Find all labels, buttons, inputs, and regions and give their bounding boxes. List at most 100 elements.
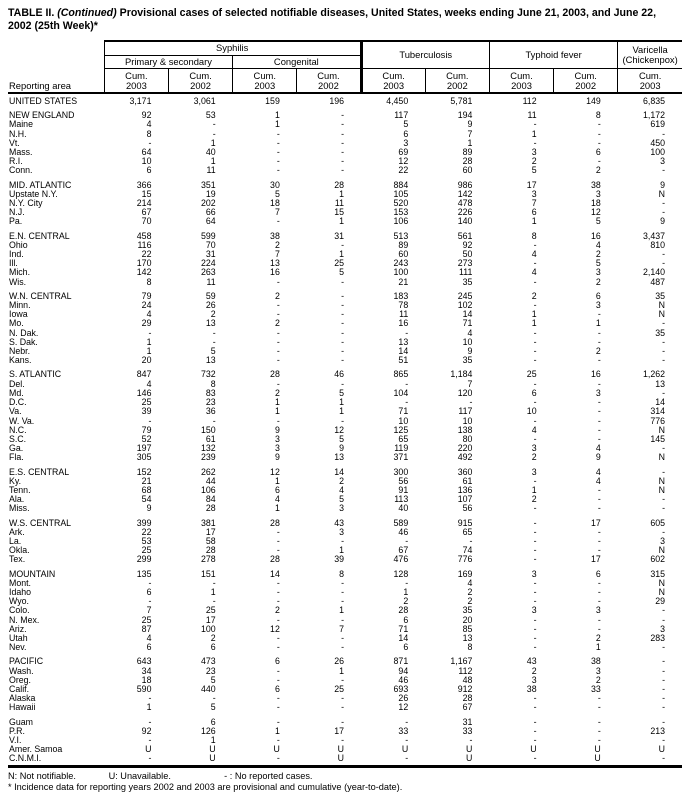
- value-cell: 6: [595, 290, 601, 301]
- value-cell: -: [341, 318, 345, 329]
- value-cell: 92: [141, 725, 152, 736]
- reporting-area-cell: C.N.M.I.: [8, 754, 105, 768]
- value-cell: 4: [595, 466, 601, 477]
- value-cell: -: [148, 327, 152, 338]
- value-cell: 18: [270, 198, 280, 209]
- value-cell: -: [597, 336, 601, 347]
- value-cell: 2: [274, 290, 280, 301]
- value-cell: 912: [457, 683, 473, 694]
- value-cell: 43: [526, 656, 537, 667]
- value-cell: 89: [462, 147, 473, 158]
- reporting-area-cell: Pa.: [9, 216, 23, 227]
- legend-no-reported-cases: - : No reported cases.: [224, 770, 313, 781]
- reporting-area-cell: Calif.: [9, 683, 30, 694]
- reporting-area-cell: Mo.: [9, 318, 24, 329]
- value-cell: 138: [457, 424, 473, 435]
- value-cell: 26: [334, 656, 345, 667]
- value-cell: 17: [205, 614, 216, 625]
- value-cell: 2: [210, 309, 216, 320]
- value-cell: 100: [650, 147, 665, 158]
- value-cell: U: [168, 754, 233, 768]
- value-cell: -: [597, 397, 601, 408]
- value-cell: 23: [205, 397, 216, 408]
- value-cell: 12: [398, 702, 409, 713]
- col-header-syphilis-ps-2003: Cum. 2003: [103, 68, 169, 94]
- table-row: Utah 4 2 - - 14 13 - 2 283: [8, 633, 682, 643]
- value-cell: 2: [274, 387, 280, 398]
- value-cell: 18: [141, 674, 152, 685]
- value-cell: -: [533, 327, 537, 338]
- value-cell: 12: [590, 207, 601, 218]
- value-cell: -: [276, 614, 280, 625]
- value-cell: 2: [595, 276, 601, 287]
- table-header: Reporting area Syphilis Tuberculosis Typ…: [8, 40, 682, 94]
- reporting-area-cell: La.: [9, 535, 22, 546]
- value-cell: 8: [531, 230, 537, 241]
- reporting-area-cell: S. Dak.: [9, 336, 38, 347]
- reporting-area-cell: PACIFIC: [9, 656, 44, 667]
- value-cell: 605: [650, 517, 665, 528]
- value-cell: 11: [527, 110, 537, 121]
- value-cell: 1: [146, 346, 152, 357]
- value-cell: 351: [200, 179, 216, 190]
- table-row: Upstate N.Y. 15 19 5 1 105 142 3 3 N: [8, 188, 682, 199]
- value-cell: 3: [660, 623, 665, 634]
- value-cell: 25: [141, 545, 152, 556]
- table-title: TABLE II. (Continued) Provisional cases …: [8, 7, 680, 33]
- reporting-area-cell: D.C.: [9, 397, 27, 408]
- value-cell: -: [405, 735, 409, 745]
- value-cell: 6,835: [642, 96, 665, 106]
- value-cell: -: [597, 433, 601, 444]
- value-cell: -: [662, 336, 665, 347]
- value-cell: -: [148, 735, 152, 745]
- value-cell: -: [533, 693, 537, 704]
- value-cell: 3,061: [193, 96, 216, 106]
- table-row: Vt. - 1 - - 3 1 - - 450: [8, 138, 682, 148]
- value-cell: 92: [462, 239, 473, 250]
- value-cell: 11: [399, 309, 409, 320]
- value-cell: 1,184: [450, 369, 473, 380]
- value-cell: -: [662, 128, 665, 139]
- value-cell: -: [597, 702, 601, 713]
- value-cell: 6: [274, 656, 280, 667]
- value-cell: 1: [531, 484, 537, 495]
- value-cell: -: [597, 355, 601, 366]
- value-cell: 3: [531, 443, 537, 454]
- reporting-area-cell: Wis.: [9, 276, 27, 287]
- value-cell: 6: [531, 387, 537, 398]
- value-cell: 6: [146, 165, 152, 176]
- value-cell: 8: [146, 276, 152, 287]
- value-cell: 197: [136, 443, 152, 454]
- table-row: R.I. 10 1 - - 12 28 2 - 3: [8, 157, 682, 166]
- table-row: Conn. 6 11 - - 22 60 5 2 -: [8, 166, 682, 175]
- value-cell: -: [533, 517, 537, 528]
- table-row: Wis. 8 11 - - 21 35 - 2 487: [8, 276, 682, 287]
- value-cell: 4: [146, 309, 152, 320]
- value-cell: 2: [531, 665, 537, 676]
- value-cell: 91: [398, 484, 409, 495]
- value-cell: 243: [393, 258, 409, 269]
- value-cell: 28: [334, 179, 345, 190]
- varicella-group-header: Varicella (Chickenpox): [617, 40, 682, 69]
- table-row: Md. 146 83 2 5 104 120 6 3 -: [8, 387, 682, 398]
- value-cell: 202: [200, 198, 216, 209]
- value-cell: 79: [141, 290, 152, 301]
- value-cell: -: [533, 355, 537, 366]
- table-row: Minn. 24 26 - - 78 102 - 3 N: [8, 300, 682, 310]
- value-cell: 589: [393, 517, 409, 528]
- value-cell: U: [401, 744, 409, 755]
- table-row: E.S. CENTRAL 152 262 12 14 300 360 3 4 -: [8, 463, 682, 477]
- value-cell: 69: [398, 147, 409, 158]
- value-cell: 561: [457, 230, 473, 241]
- value-cell: -: [341, 119, 345, 130]
- value-cell: -: [405, 535, 409, 546]
- value-cell: -: [276, 674, 280, 685]
- value-cell: 4: [467, 327, 473, 338]
- value-cell: 85: [462, 623, 473, 634]
- value-cell: 105: [393, 188, 409, 199]
- value-cell: 4: [531, 249, 537, 260]
- value-cell: -: [405, 397, 409, 408]
- value-cell: -: [276, 327, 280, 338]
- value-cell: -: [341, 642, 345, 653]
- reporting-area-cell: Okla.: [9, 545, 30, 556]
